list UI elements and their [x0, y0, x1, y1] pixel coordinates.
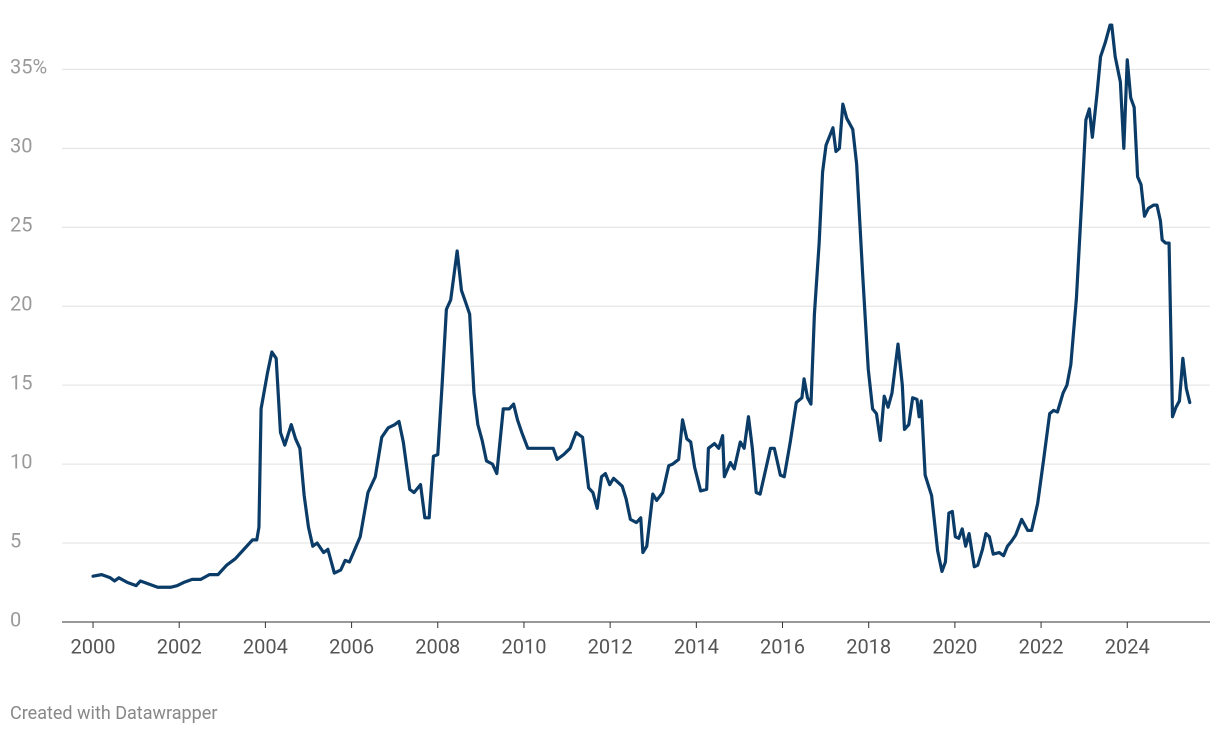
plot: [91, 23, 1192, 589]
x-tick-label: 2002: [157, 634, 202, 658]
x-tick-label: 2020: [932, 634, 977, 658]
x-tick-label: 2010: [501, 634, 546, 658]
x-tick-label: 2000: [71, 634, 116, 658]
x-tick-label: 2018: [846, 634, 891, 658]
y-tick-label: 30: [10, 134, 32, 158]
x-tick-label: 2012: [588, 634, 633, 658]
y-tick-label: 20: [10, 291, 32, 315]
x-tick-label: 2004: [243, 634, 288, 658]
x-tick-label: 2022: [1019, 634, 1064, 658]
y-tick-label: 25: [10, 213, 32, 237]
footer: Created with Datawrapper: [10, 703, 217, 724]
x-tick-label: 2014: [674, 634, 719, 658]
x-tick-label: 2006: [329, 634, 374, 658]
grid: 0 5 10 15 20 25 30 35% 2000 2002 2004 2006 2008 2010 2…: [10, 55, 1210, 658]
y-tick-label: 10: [10, 449, 32, 473]
x-tick-label: 2016: [760, 634, 805, 658]
y-tick-label: 5: [10, 528, 21, 552]
x-tick-label: 2024: [1105, 634, 1150, 658]
y-tick-label: 35%: [10, 55, 47, 79]
x-tick-label: 2008: [415, 634, 460, 658]
y-tick-label: 15: [10, 370, 32, 394]
y-tick-label: 0: [10, 607, 21, 631]
line: [91, 23, 1192, 589]
